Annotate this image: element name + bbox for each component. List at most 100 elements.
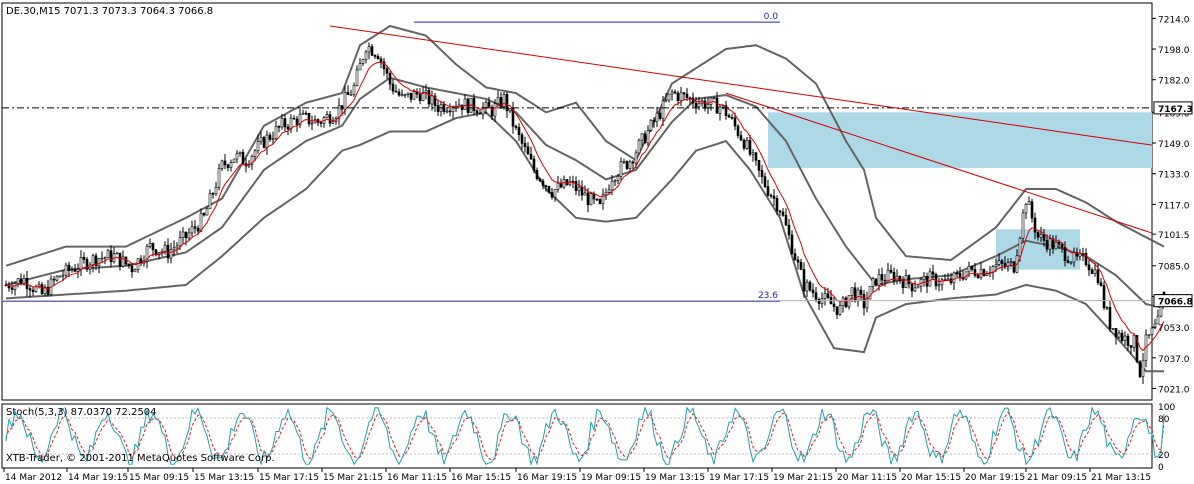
candle-body xyxy=(61,274,65,277)
stoch-header: Stoch(5,3,3) 87.0370 72.2504 xyxy=(6,407,157,418)
candle-body xyxy=(637,139,641,154)
candle-body xyxy=(1117,332,1121,338)
candle-body xyxy=(55,275,59,281)
candle-body xyxy=(100,257,104,260)
candle-body xyxy=(514,125,518,128)
candle-body xyxy=(658,112,662,119)
candle-body xyxy=(1009,261,1013,263)
time-tick-label: 16 Mar 15:15 xyxy=(451,473,511,483)
candle-body xyxy=(211,193,215,195)
candle-body xyxy=(52,278,56,281)
candle-body xyxy=(898,275,902,281)
candle-body xyxy=(814,292,818,300)
candle-body xyxy=(871,278,875,287)
candle-body xyxy=(73,269,77,272)
price-tick-label: 7149.0 xyxy=(1158,140,1190,150)
trendline xyxy=(329,25,1153,146)
candle-body xyxy=(928,271,932,287)
candle-body xyxy=(361,59,365,64)
candle-body xyxy=(862,294,866,309)
candle-body xyxy=(391,83,395,92)
current-price-tag-box xyxy=(1153,294,1193,308)
candle-body xyxy=(490,106,494,117)
candle-body xyxy=(109,250,113,263)
candle-body xyxy=(148,242,152,247)
candle-body xyxy=(544,185,548,187)
candle-body xyxy=(532,158,536,171)
candle-body xyxy=(295,118,299,126)
time-tick-label: 15 Mar 17:15 xyxy=(259,473,319,483)
candle-body xyxy=(757,159,761,171)
candle-body xyxy=(793,253,797,261)
candle-body xyxy=(937,284,941,287)
candle-body xyxy=(796,259,800,263)
candle-body xyxy=(346,91,350,95)
candle-body xyxy=(349,94,353,96)
candle-body xyxy=(370,46,374,56)
candle-body xyxy=(1072,252,1076,263)
candle-body xyxy=(40,284,44,295)
candle-body xyxy=(1084,253,1088,266)
candle-body xyxy=(367,46,371,53)
candle-body xyxy=(958,272,962,278)
candle-body xyxy=(502,94,506,108)
candle-body xyxy=(190,226,194,234)
candle-body xyxy=(82,256,86,260)
candle-body xyxy=(556,182,560,190)
candle-body xyxy=(235,153,239,160)
candle-body xyxy=(811,289,815,294)
candle-body xyxy=(208,193,212,210)
candle-body xyxy=(280,118,284,128)
candle-body xyxy=(748,140,752,155)
candle-body xyxy=(274,126,278,139)
main-pane-frame xyxy=(1,2,1153,401)
candle-body xyxy=(1141,359,1145,377)
candle-body xyxy=(310,122,314,125)
candle-body xyxy=(787,224,791,236)
candle-body xyxy=(634,152,638,164)
candle-body xyxy=(76,268,80,272)
candle-body xyxy=(307,113,311,125)
candle-body xyxy=(178,237,182,247)
candle-body xyxy=(43,286,47,295)
candle-body xyxy=(982,269,986,276)
candle-body xyxy=(889,269,893,273)
candle-body xyxy=(199,213,203,232)
candle-body xyxy=(886,269,890,282)
candle-body xyxy=(616,176,620,181)
price-tick-label: 7214.0 xyxy=(1158,15,1190,25)
candle-body xyxy=(517,127,521,136)
time-tick-label: 14 Mar 2012 xyxy=(5,473,62,483)
time-tick-label: 19 Mar 21:15 xyxy=(773,473,833,483)
candle-body xyxy=(427,90,431,105)
candle-body xyxy=(499,97,503,108)
candle-body xyxy=(22,277,26,285)
candle-body xyxy=(766,186,770,196)
stoch-axis: 100 80 20 0 xyxy=(1158,403,1175,473)
stoch-signal-line xyxy=(5,411,1165,461)
candle-body xyxy=(1096,269,1100,283)
candle-body xyxy=(1105,307,1109,309)
candle-body xyxy=(754,152,758,161)
candle-body xyxy=(373,55,377,57)
candle-body xyxy=(256,141,260,152)
candle-body xyxy=(712,97,716,100)
candle-body xyxy=(238,151,242,154)
price-tick-label: 7182.0 xyxy=(1158,77,1190,87)
candle-body xyxy=(1000,260,1004,264)
candle-body xyxy=(445,110,449,113)
time-tick-label: 20 Mar 19:15 xyxy=(965,473,1025,483)
fib-level-label: 0.0 xyxy=(764,12,779,22)
candle-body xyxy=(160,251,164,253)
candle-body xyxy=(580,186,584,196)
candle-body xyxy=(673,91,677,94)
candle-body xyxy=(496,97,500,104)
candle-body xyxy=(745,140,749,149)
candle-body xyxy=(1135,334,1139,362)
candle-body xyxy=(595,198,599,201)
candle-body xyxy=(472,97,476,112)
candle-body xyxy=(1126,335,1130,346)
candle-body xyxy=(58,275,62,278)
candle-body xyxy=(907,275,911,285)
candle-body xyxy=(541,180,545,186)
